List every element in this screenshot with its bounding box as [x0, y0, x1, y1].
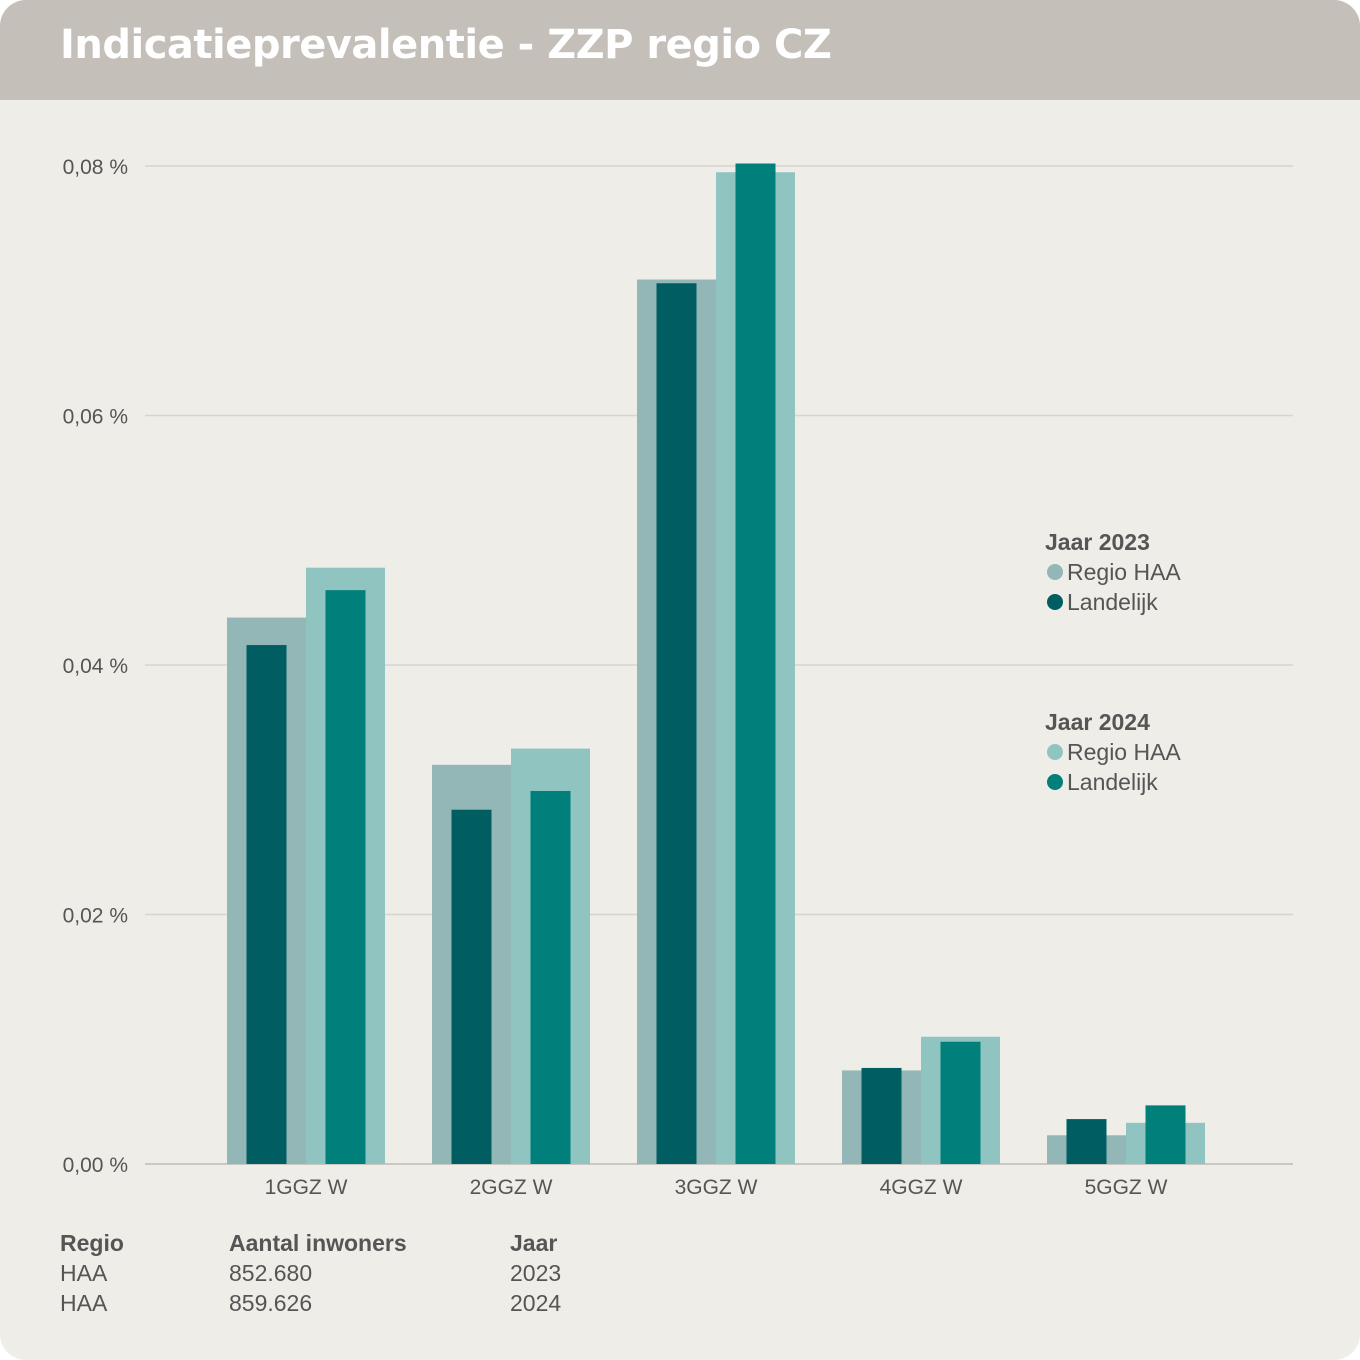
table-header-region: Regio [60, 1230, 124, 1256]
x-tick-label: 5GGZ W [1085, 1176, 1168, 1199]
y-tick-label: 0,06 % [63, 406, 128, 429]
y-tick-label: 0,02 % [63, 905, 128, 928]
legend-group-title: Jaar 2023 [1045, 529, 1150, 555]
legend-entry: Regio HAA [1067, 559, 1181, 585]
bar-landelijk-2023 [1066, 1119, 1107, 1164]
legend-marker [1047, 564, 1063, 580]
x-tick-label: 4GGZ W [880, 1176, 963, 1199]
legend-marker [1047, 594, 1063, 610]
bar-landelijk-2024 [325, 590, 366, 1164]
bar-landelijk-2023 [246, 645, 287, 1164]
bar-landelijk-2024 [1145, 1105, 1186, 1164]
legend-entry: Regio HAA [1067, 739, 1181, 765]
x-tick-label: 1GGZ W [265, 1176, 348, 1199]
legend-entry: Landelijk [1067, 589, 1158, 615]
chart-title: Indicatieprevalentie - ZZP regio CZ [60, 22, 832, 68]
table-column-region: Regio HAA HAA [60, 1228, 124, 1318]
legend-marker [1047, 744, 1063, 760]
title-bar: Indicatieprevalentie - ZZP regio CZ [0, 0, 1360, 100]
bar-landelijk-2024 [530, 790, 571, 1164]
bar-landelijk-2024 [940, 1041, 981, 1164]
bar-landelijk-2024 [735, 163, 776, 1164]
table-cell: 859.626 [229, 1290, 313, 1316]
table-header-population: Aantal inwoners [229, 1230, 407, 1256]
bar-landelijk-2023 [656, 283, 697, 1164]
bar-landelijk-2023 [451, 809, 492, 1164]
y-tick-label: 0,00 % [63, 1154, 128, 1177]
table-cell: 2023 [510, 1260, 562, 1286]
table-column-population: Aantal inwoners 852.680 859.626 [229, 1228, 407, 1318]
x-tick-label: 3GGZ W [675, 1176, 758, 1199]
table-cell: 852.680 [229, 1260, 313, 1286]
legend-marker [1047, 774, 1063, 790]
y-tick-label: 0,04 % [63, 655, 128, 678]
y-tick-label: 0,08 % [63, 156, 128, 179]
bar-landelijk-2023 [861, 1067, 902, 1164]
table-cell: 2024 [510, 1290, 562, 1316]
x-tick-label: 2GGZ W [470, 1176, 553, 1199]
table-cell: HAA [60, 1290, 108, 1316]
table-header-year: Jaar [510, 1230, 558, 1256]
table-cell: HAA [60, 1260, 108, 1286]
table-column-year: Jaar 2023 2024 [510, 1228, 561, 1318]
legend-entry: Landelijk [1067, 769, 1158, 795]
legend-group-title: Jaar 2024 [1045, 709, 1150, 735]
